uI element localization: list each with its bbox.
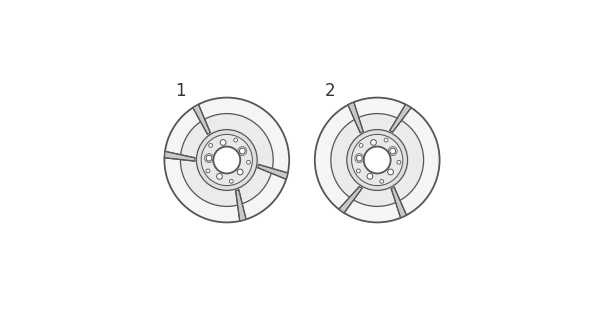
Circle shape xyxy=(359,143,363,147)
Circle shape xyxy=(356,169,360,173)
Circle shape xyxy=(352,134,403,186)
Circle shape xyxy=(234,138,237,142)
Polygon shape xyxy=(258,164,288,179)
Circle shape xyxy=(315,98,440,222)
Circle shape xyxy=(164,98,289,222)
Polygon shape xyxy=(339,187,362,213)
Text: 2: 2 xyxy=(325,82,336,100)
Circle shape xyxy=(206,155,212,161)
Circle shape xyxy=(206,169,210,173)
Polygon shape xyxy=(391,187,406,218)
Circle shape xyxy=(380,180,384,183)
Circle shape xyxy=(384,138,388,142)
Circle shape xyxy=(230,180,233,183)
Circle shape xyxy=(213,147,240,173)
Polygon shape xyxy=(236,190,246,221)
Circle shape xyxy=(388,169,393,175)
Circle shape xyxy=(331,114,423,206)
Circle shape xyxy=(220,140,226,145)
Circle shape xyxy=(347,130,408,190)
Circle shape xyxy=(371,140,376,145)
Polygon shape xyxy=(390,104,411,132)
Text: 1: 1 xyxy=(175,82,185,100)
Circle shape xyxy=(390,148,396,154)
Circle shape xyxy=(217,173,222,179)
Circle shape xyxy=(181,114,273,206)
Polygon shape xyxy=(164,151,195,161)
Circle shape xyxy=(201,134,252,186)
Circle shape xyxy=(397,160,401,164)
Circle shape xyxy=(196,130,257,190)
Circle shape xyxy=(209,143,213,147)
Circle shape xyxy=(246,160,251,164)
Polygon shape xyxy=(348,102,363,133)
Circle shape xyxy=(367,173,373,179)
Circle shape xyxy=(239,148,245,154)
Circle shape xyxy=(356,155,362,161)
Circle shape xyxy=(364,147,391,173)
Polygon shape xyxy=(193,104,210,134)
Circle shape xyxy=(237,169,243,175)
